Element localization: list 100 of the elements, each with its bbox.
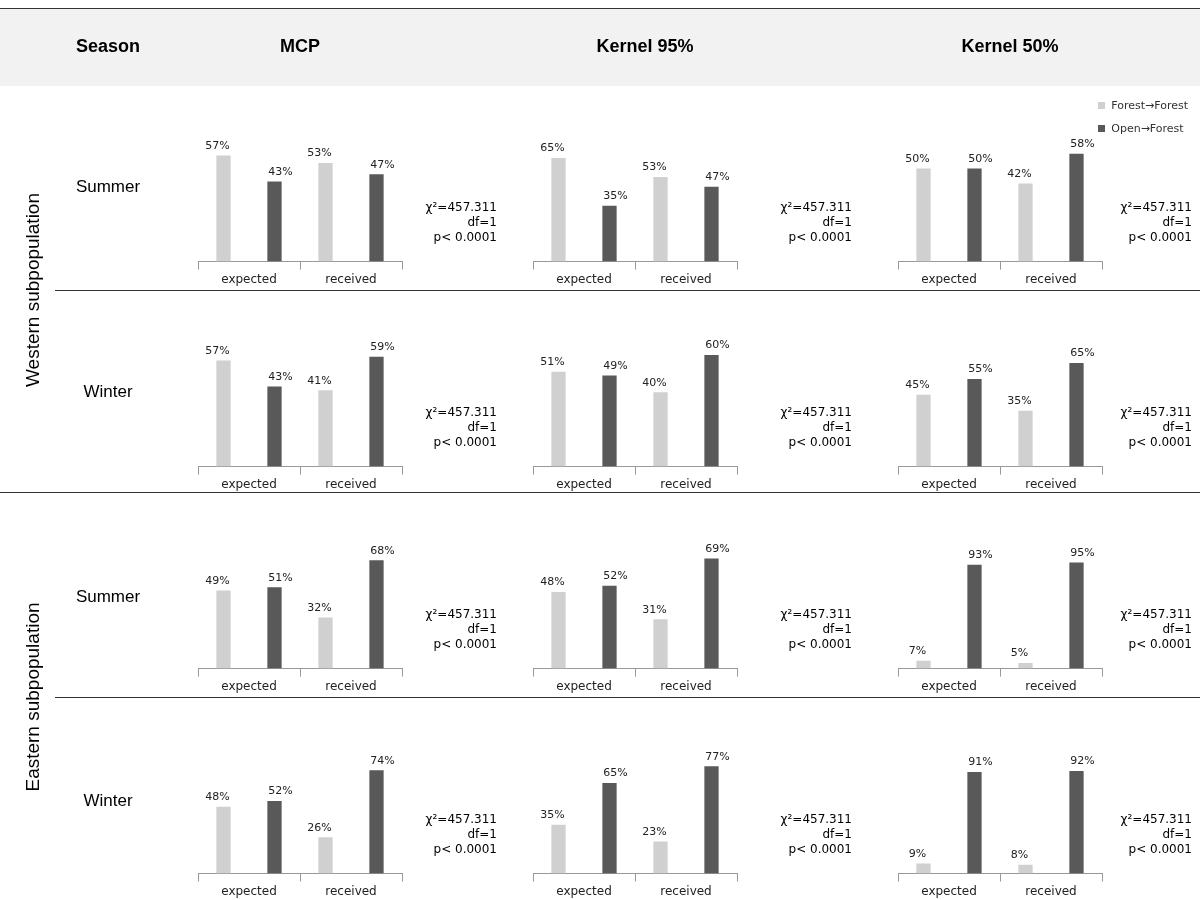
- bar: [1018, 663, 1033, 669]
- data-label: 65%: [1070, 346, 1095, 360]
- data-label: 57%: [205, 343, 230, 357]
- text: χ²=457.311: [779, 200, 852, 215]
- text: χ²=457.311: [779, 607, 852, 622]
- data-label: 35%: [1007, 394, 1032, 408]
- text: df=1: [821, 827, 852, 842]
- text: p< 0.0001: [432, 230, 497, 245]
- text: χ²=457.311: [424, 812, 497, 827]
- data-label: 26%: [307, 820, 332, 834]
- x-tick-label: expected: [921, 476, 977, 491]
- data-label: 91%: [968, 755, 993, 769]
- legend-label: Open→Forest: [1111, 122, 1184, 135]
- text: df=1: [1161, 827, 1192, 842]
- text: p< 0.0001: [432, 842, 497, 857]
- text: Western subpopulation: [22, 193, 44, 387]
- data-label: 60%: [705, 338, 730, 352]
- bar: [369, 356, 384, 467]
- data-label: 5%: [1010, 646, 1029, 660]
- bar: [551, 592, 566, 669]
- data-label: 35%: [603, 189, 628, 203]
- data-label: 43%: [268, 369, 293, 383]
- x-tick-label: received: [1025, 271, 1077, 286]
- text: p< 0.0001: [787, 842, 852, 857]
- data-label: 65%: [603, 766, 628, 780]
- data-label: 43%: [268, 164, 293, 178]
- data-label: 77%: [705, 749, 730, 763]
- text: df=1: [1161, 622, 1192, 637]
- text: p< 0.0001: [432, 637, 497, 652]
- x-tick-label: expected: [921, 883, 977, 898]
- x-tick-label: received: [325, 678, 377, 693]
- bar: [653, 177, 668, 262]
- data-label: 49%: [205, 573, 230, 587]
- x-tick-label: received: [660, 271, 712, 286]
- x-tick-label: received: [325, 476, 377, 491]
- text: df=1: [1161, 215, 1192, 230]
- x-tick-label: expected: [556, 271, 612, 286]
- data-label: 32%: [307, 600, 332, 614]
- bar: [602, 205, 617, 262]
- bar: [551, 824, 566, 874]
- data-label: 49%: [603, 358, 628, 372]
- bar: [602, 375, 617, 467]
- bar: [369, 770, 384, 874]
- data-label: 93%: [968, 548, 993, 562]
- x-tick-label: received: [325, 271, 377, 286]
- text: p< 0.0001: [787, 435, 852, 450]
- data-label: 42%: [1007, 166, 1032, 180]
- x-tick-label: received: [660, 476, 712, 491]
- data-label: 65%: [540, 141, 565, 155]
- text: Summer: [75, 177, 141, 197]
- text: df=1: [821, 622, 852, 637]
- bar: [369, 560, 384, 669]
- x-tick-label: expected: [921, 271, 977, 286]
- data-label: 9%: [908, 846, 927, 860]
- text: df=1: [466, 215, 497, 230]
- x-tick-label: expected: [221, 883, 277, 898]
- bar: [216, 155, 231, 262]
- text: df=1: [466, 827, 497, 842]
- text: Eastern subpopulation: [22, 602, 44, 792]
- text: p< 0.0001: [787, 637, 852, 652]
- data-label: 47%: [370, 157, 395, 171]
- bar: [602, 585, 617, 669]
- bar: [916, 660, 931, 669]
- bar: [369, 174, 384, 262]
- data-label: 48%: [540, 575, 565, 589]
- data-label: 23%: [642, 824, 667, 838]
- x-tick-label: expected: [556, 678, 612, 693]
- bar: [916, 394, 931, 467]
- x-tick-label: received: [1025, 883, 1077, 898]
- data-label: 53%: [642, 160, 667, 174]
- text: χ²=457.311: [424, 200, 497, 215]
- bar: [318, 163, 333, 262]
- text: χ²=457.311: [1119, 607, 1192, 622]
- text: p< 0.0001: [1127, 230, 1192, 245]
- bar: [318, 390, 333, 467]
- x-tick-label: received: [1025, 476, 1077, 491]
- x-tick-label: received: [325, 883, 377, 898]
- bar: [1018, 864, 1033, 874]
- legend-label: Forest→Forest: [1111, 99, 1188, 112]
- text: df=1: [821, 215, 852, 230]
- data-label: 40%: [642, 375, 667, 389]
- text: p< 0.0001: [787, 230, 852, 245]
- text: χ²=457.311: [424, 405, 497, 420]
- text: MCP: [280, 35, 320, 57]
- x-tick-label: expected: [921, 678, 977, 693]
- bar: [653, 841, 668, 874]
- bar: [704, 558, 719, 669]
- x-tick-label: received: [660, 883, 712, 898]
- data-label: 95%: [1070, 545, 1095, 559]
- text: Summer: [75, 587, 141, 607]
- data-label: 50%: [968, 151, 993, 165]
- bar: [267, 181, 282, 262]
- data-label: 45%: [905, 378, 930, 392]
- text: p< 0.0001: [1127, 842, 1192, 857]
- bar: [967, 378, 982, 467]
- x-tick-label: expected: [221, 678, 277, 693]
- bar: [216, 360, 231, 467]
- bar: [704, 186, 719, 262]
- data-label: 48%: [205, 790, 230, 803]
- data-label: 57%: [205, 138, 230, 152]
